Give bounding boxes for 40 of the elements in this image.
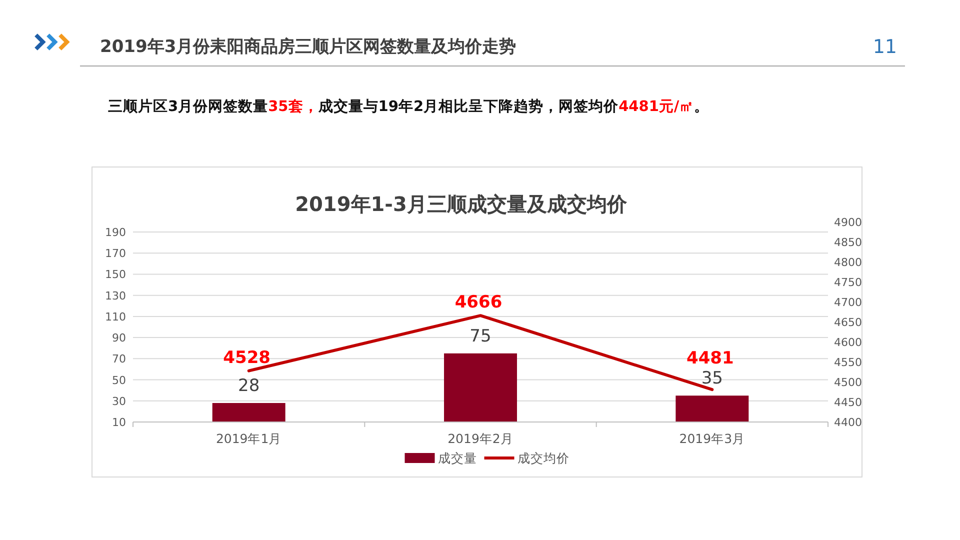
- data-label: 75: [470, 326, 492, 346]
- y-tick-label: 90: [112, 332, 126, 345]
- y2-tick-label: 4900: [834, 216, 862, 229]
- y2-tick-label: 4800: [834, 256, 862, 269]
- legend-label: 成交量: [438, 450, 477, 466]
- y-tick-label: 50: [112, 374, 126, 387]
- x-tick-label: 2019年2月: [448, 431, 514, 446]
- y2-tick-label: 4750: [834, 276, 862, 289]
- y2-tick-label: 4400: [834, 416, 862, 429]
- data-label: 28: [238, 376, 260, 396]
- y2-tick-label: 4450: [834, 396, 862, 409]
- data-label: 35: [701, 368, 723, 389]
- text: 。: [694, 99, 710, 115]
- text: 三顺片区3月份网签数量: [108, 98, 268, 115]
- y2-tick-label: 4500: [834, 376, 862, 389]
- data-label: 4481: [686, 348, 734, 369]
- y2-tick-label: 4600: [834, 336, 862, 349]
- chart-title: 2019年1-3月三顺成交量及成交均价: [295, 192, 628, 216]
- y-tick-label: 10: [112, 416, 126, 429]
- y2-tick-label: 4550: [834, 356, 862, 369]
- x-tick-label: 2019年3月: [679, 431, 746, 446]
- y-tick-label: 150: [105, 268, 126, 282]
- y-tick-label: 30: [112, 394, 126, 408]
- y2-tick-label: 4650: [834, 316, 862, 329]
- data-label: 4528: [223, 348, 270, 368]
- y-tick-label: 130: [105, 289, 126, 302]
- y-tick-label: 110: [105, 310, 126, 324]
- text: 4481元/㎡: [618, 98, 694, 115]
- y-tick-label: 70: [112, 352, 126, 366]
- y2-tick-label: 4700: [834, 296, 862, 309]
- text: 11: [872, 36, 897, 58]
- y-tick-label: 170: [105, 247, 126, 260]
- text: 35套，: [268, 98, 318, 115]
- y2-tick-label: 4850: [834, 236, 862, 249]
- text: 成交量与19年2月相比呈下降趋势，网签均价: [317, 97, 620, 115]
- legend-label: 成交均价: [517, 450, 570, 466]
- chart-subtitle: 2019年3月份耒阳商品房三顺片区网签数量及均价走势: [100, 37, 516, 57]
- x-tick-label: 2019年1月: [216, 431, 282, 446]
- y-tick-label: 190: [105, 226, 126, 239]
- data-label: 4666: [454, 292, 502, 313]
